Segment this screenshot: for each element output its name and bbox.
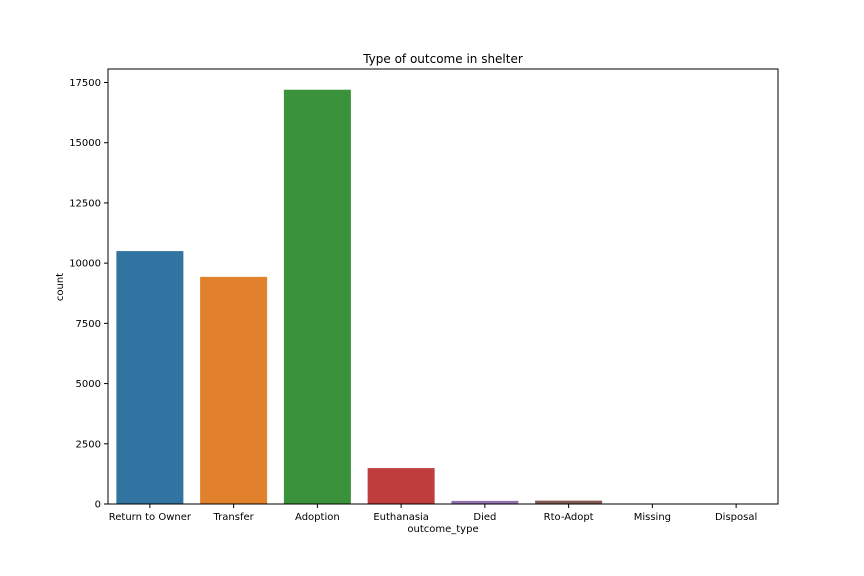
x-tick-label: Adoption xyxy=(295,512,340,523)
bar-died xyxy=(451,500,519,504)
y-tick-label: 5000 xyxy=(76,379,101,390)
x-tick-label: Transfer xyxy=(213,512,255,523)
bars-group xyxy=(116,89,770,505)
x-tick-label: Disposal xyxy=(715,512,757,523)
x-tick-label: Missing xyxy=(634,512,671,523)
plot-area-frame xyxy=(107,68,779,505)
x-tick-label: Return to Owner xyxy=(109,512,192,523)
x-tick-label: Died xyxy=(473,512,496,523)
x-tick-label: Euthanasia xyxy=(373,512,429,523)
y-tick-label: 2500 xyxy=(76,439,101,450)
y-tick-label: 7500 xyxy=(76,319,101,330)
bar-rto-adopt xyxy=(535,500,603,504)
y-tick-label: 15000 xyxy=(69,138,101,149)
bar-euthanasia xyxy=(367,468,435,504)
y-axis-label: count xyxy=(55,273,66,301)
bar-return-to-owner xyxy=(116,251,184,504)
y-tick-label: 0 xyxy=(95,500,101,511)
bar-adoption xyxy=(283,89,351,505)
x-tick-label: Rto-Adopt xyxy=(544,512,594,523)
chart-title: Type of outcome in shelter xyxy=(362,52,523,66)
y-tick-label: 10000 xyxy=(69,259,101,270)
y-tick-label: 17500 xyxy=(69,78,101,89)
bar-transfer xyxy=(200,276,268,504)
x-axis: Return to Owner Transfer Adoption Euthanasi… xyxy=(109,504,757,523)
y-tick-label: 12500 xyxy=(69,198,101,209)
y-axis: 0 2500 5000 7500 10000 12500 15000 17500 xyxy=(69,78,108,511)
x-axis-label: outcome_type xyxy=(407,524,478,535)
